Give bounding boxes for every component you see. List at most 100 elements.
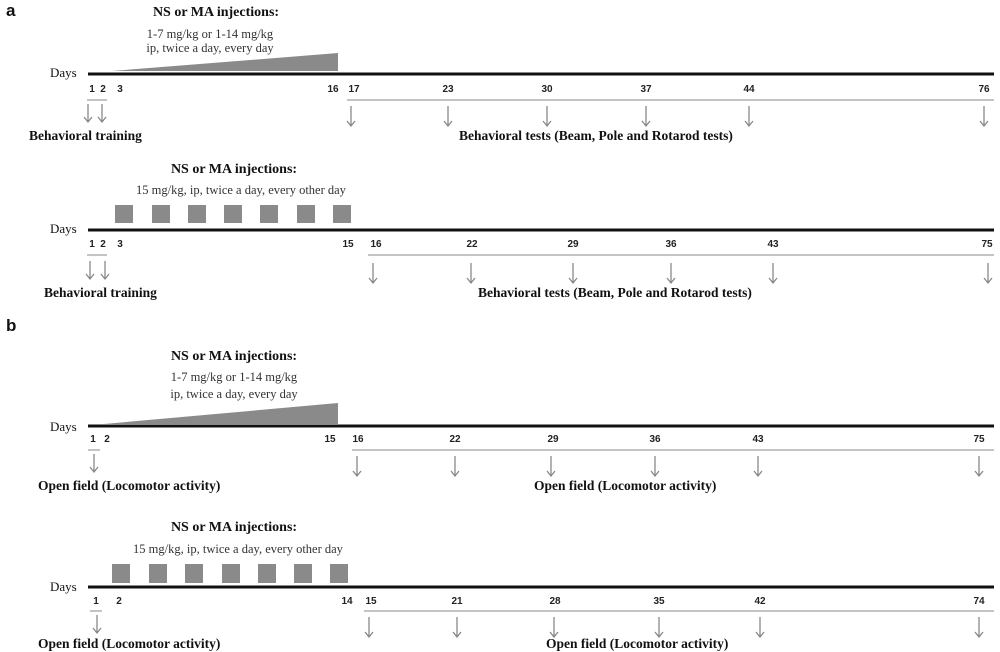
injection-square <box>112 564 130 583</box>
day-tick: 15 <box>365 596 377 607</box>
days-label: Days <box>50 579 77 594</box>
timeline-row-4: NS or MA injections: 15 mg/kg, ip, twice… <box>38 520 994 651</box>
dose-line-2: ip, twice a day, every day <box>170 387 298 401</box>
left-label: Behavioral training <box>29 128 142 143</box>
arrow-icon <box>100 261 110 281</box>
injection-square <box>222 564 240 583</box>
injection-square <box>297 205 315 223</box>
arrow-icon <box>666 263 676 285</box>
arrow-icon <box>85 261 95 281</box>
injection-square <box>149 564 167 583</box>
timeline-row-3: NS or MA injections: 1-7 mg/kg or 1-14 m… <box>38 349 994 493</box>
injection-square <box>258 564 276 583</box>
arrow-icon <box>364 617 374 639</box>
dose-line-1: 15 mg/kg, ip, twice a day, every other d… <box>136 183 347 197</box>
day-tick: 14 <box>341 596 353 607</box>
arrow-icon <box>568 263 578 285</box>
day-tick: 75 <box>981 239 993 250</box>
injection-title: NS or MA injections: <box>153 5 279 20</box>
arrow-icon <box>443 106 453 128</box>
arrow-icon <box>650 456 660 478</box>
day-tick: 16 <box>370 239 382 250</box>
day-tick: 42 <box>754 596 766 607</box>
day-tick: 74 <box>973 596 985 607</box>
injection-square <box>152 205 170 223</box>
dose-ramp <box>112 53 338 71</box>
arrow-icon <box>368 263 378 285</box>
injection-title: NS or MA injections: <box>171 520 297 535</box>
day-tick: 30 <box>541 84 553 95</box>
day-tick: 15 <box>342 239 354 250</box>
panel-label-b: b <box>6 316 16 335</box>
day-tick: 1 <box>89 84 95 95</box>
right-label: Open field (Locomotor activity) <box>546 636 728 651</box>
arrow-icon <box>542 106 552 128</box>
injection-square <box>224 205 242 223</box>
injection-title: NS or MA injections: <box>171 162 297 177</box>
arrow-icon <box>549 617 559 639</box>
arrow-icon <box>346 106 356 128</box>
day-tick: 16 <box>327 84 339 95</box>
timeline-row-2: NS or MA injections: 15 mg/kg, ip, twice… <box>44 162 994 300</box>
day-tick: 2 <box>100 84 106 95</box>
day-tick: 35 <box>653 596 665 607</box>
arrow-icon <box>654 617 664 639</box>
arrow-icon <box>83 104 93 124</box>
day-tick: 15 <box>324 434 336 445</box>
day-tick: 23 <box>442 84 454 95</box>
left-label: Open field (Locomotor activity) <box>38 478 220 493</box>
day-tick: 37 <box>640 84 652 95</box>
day-tick: 28 <box>549 596 561 607</box>
day-tick: 17 <box>348 84 360 95</box>
left-label: Behavioral training <box>44 285 157 300</box>
injection-square <box>260 205 278 223</box>
day-tick: 1 <box>93 596 99 607</box>
dose-line-1: 15 mg/kg, ip, twice a day, every other d… <box>133 542 344 556</box>
day-tick: 29 <box>547 434 559 445</box>
day-tick: 1 <box>89 239 95 250</box>
arrow-icon <box>352 456 362 478</box>
arrow-icon <box>979 106 989 128</box>
arrow-icon <box>89 454 99 474</box>
day-tick: 43 <box>767 239 779 250</box>
days-label: Days <box>50 65 77 80</box>
day-tick: 36 <box>665 239 677 250</box>
left-label: Open field (Locomotor activity) <box>38 636 220 651</box>
day-tick: 3 <box>117 239 123 250</box>
dose-line-1: 1-7 mg/kg or 1-14 mg/kg <box>171 370 298 384</box>
day-tick: 36 <box>649 434 661 445</box>
injection-square <box>330 564 348 583</box>
arrow-icon <box>983 263 993 285</box>
injection-square <box>333 205 351 223</box>
arrow-icon <box>768 263 778 285</box>
arrow-icon <box>974 456 984 478</box>
right-label: Open field (Locomotor activity) <box>534 478 716 493</box>
dose-line-1: 1-7 mg/kg or 1-14 mg/kg <box>147 27 274 41</box>
timeline-row-1: NS or MA injections: 1-7 mg/kg or 1-14 m… <box>29 5 994 143</box>
day-tick: 16 <box>352 434 364 445</box>
day-tick: 22 <box>466 239 478 250</box>
day-tick: 3 <box>117 84 123 95</box>
dose-ramp <box>104 403 338 424</box>
day-tick: 75 <box>973 434 985 445</box>
arrow-icon <box>450 456 460 478</box>
days-label: Days <box>50 221 77 236</box>
injection-square <box>185 564 203 583</box>
injection-title: NS or MA injections: <box>171 349 297 364</box>
day-tick: 43 <box>752 434 764 445</box>
day-tick: 76 <box>978 84 990 95</box>
right-label: Behavioral tests (Beam, Pole and Rotarod… <box>478 285 752 300</box>
injection-square <box>188 205 206 223</box>
day-tick: 1 <box>90 434 96 445</box>
arrow-icon <box>641 106 651 128</box>
day-tick: 2 <box>104 434 110 445</box>
day-tick: 29 <box>567 239 579 250</box>
panel-label-a: a <box>6 1 16 20</box>
arrow-icon <box>452 617 462 639</box>
arrow-icon <box>92 615 102 635</box>
day-tick: 44 <box>743 84 755 95</box>
dose-line-2: ip, twice a day, every day <box>146 41 274 55</box>
days-label: Days <box>50 419 77 434</box>
arrow-icon <box>97 104 107 124</box>
